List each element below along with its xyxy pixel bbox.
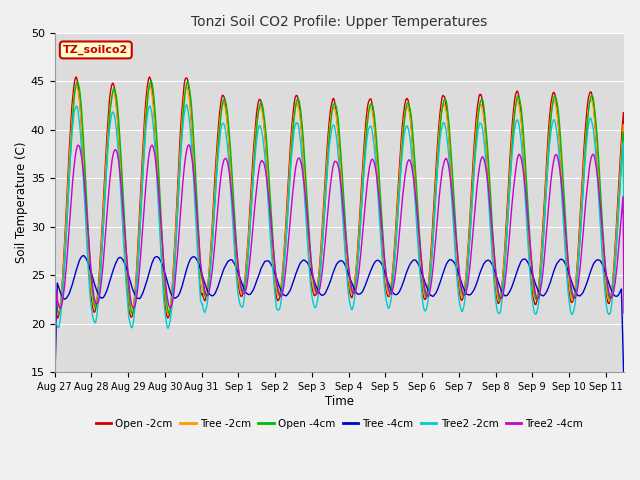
Text: TZ_soilco2: TZ_soilco2 xyxy=(63,45,129,55)
X-axis label: Time: Time xyxy=(325,395,354,408)
Y-axis label: Soil Temperature (C): Soil Temperature (C) xyxy=(15,142,28,263)
Legend: Open -2cm, Tree -2cm, Open -4cm, Tree -4cm, Tree2 -2cm, Tree2 -4cm: Open -2cm, Tree -2cm, Open -4cm, Tree -4… xyxy=(92,415,588,433)
Title: Tonzi Soil CO2 Profile: Upper Temperatures: Tonzi Soil CO2 Profile: Upper Temperatur… xyxy=(191,15,488,29)
